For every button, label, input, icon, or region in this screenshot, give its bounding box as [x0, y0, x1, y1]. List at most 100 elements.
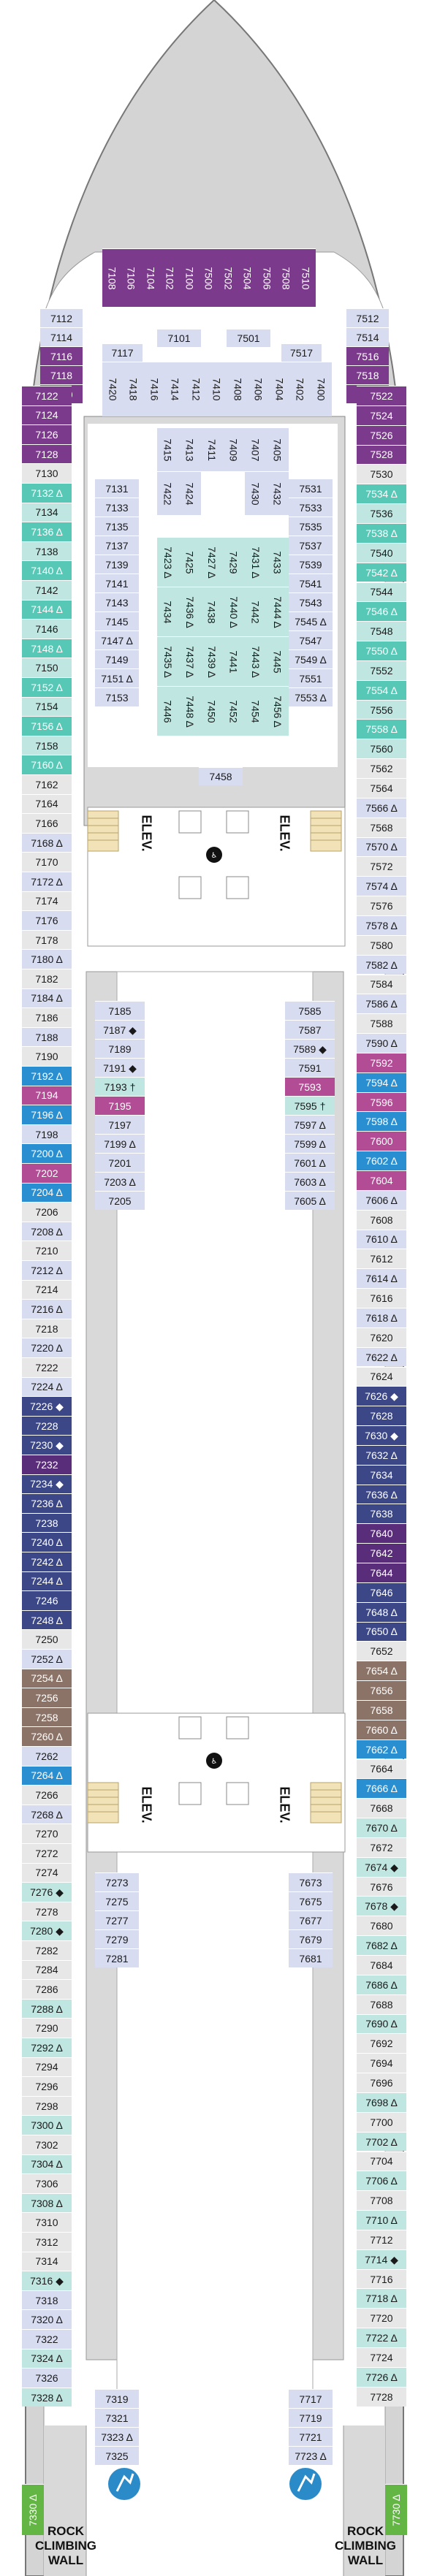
cabin[interactable]: 7248 Δ — [22, 1609, 72, 1630]
cabin[interactable]: 7434 — [157, 587, 179, 636]
cabin[interactable]: 7168 Δ — [22, 832, 72, 853]
cabin[interactable]: 7430 — [245, 471, 267, 515]
cabin[interactable]: 7322 — [22, 2329, 72, 2349]
cabin[interactable]: 7648 Δ — [357, 1601, 406, 1622]
cabin[interactable]: 7143 — [95, 592, 139, 611]
cabin[interactable]: 7281 — [95, 1948, 139, 1967]
cabin[interactable]: 7279 — [95, 1929, 139, 1948]
cabin[interactable]: 7236 Δ — [22, 1493, 72, 1513]
cabin[interactable]: 7433 — [267, 537, 289, 587]
cabin[interactable]: 7514 — [346, 327, 389, 346]
cabin[interactable]: 7644 — [357, 1563, 406, 1582]
cabin[interactable]: 7415 — [157, 427, 179, 471]
cabin[interactable]: 7684 — [357, 1955, 406, 1975]
cabin[interactable]: 7106 — [121, 248, 141, 307]
cabin[interactable]: 7410 — [206, 362, 227, 416]
cabin[interactable]: 7512 — [346, 308, 389, 327]
cabin[interactable]: 7502 — [219, 248, 238, 307]
cabin[interactable]: 7712 — [357, 2229, 406, 2249]
cabin[interactable]: 7304 Δ — [22, 2154, 72, 2174]
cabin[interactable]: 7124 — [22, 405, 72, 425]
cabin[interactable]: 7688 — [357, 1994, 406, 2014]
cabin[interactable]: 7458 — [199, 767, 243, 785]
cabin[interactable]: 7276 ◆ — [22, 1882, 72, 1902]
cabin[interactable]: 7666 Δ — [357, 1778, 406, 1799]
cabin[interactable]: 7578 Δ — [357, 915, 406, 935]
cabin[interactable]: 7216 Δ — [22, 1299, 72, 1319]
cabin[interactable]: 7145 — [95, 611, 139, 630]
cabin[interactable]: 7596 — [357, 1091, 406, 1112]
cabin[interactable]: 7199 Δ — [95, 1134, 145, 1153]
cabin[interactable]: 7720 — [357, 2308, 406, 2328]
cabin[interactable]: 7535 — [289, 517, 333, 536]
cabin[interactable]: 7682 Δ — [357, 1935, 406, 1955]
cabin[interactable]: 7551 — [289, 668, 333, 687]
cabin[interactable]: 7591 — [285, 1058, 335, 1077]
cabin[interactable]: 7439 Δ — [201, 636, 223, 686]
cabin[interactable]: 7662 Δ — [357, 1739, 406, 1759]
cabin[interactable]: 7254 Δ — [22, 1668, 72, 1688]
cabin[interactable]: 7174 — [22, 891, 72, 911]
cabin[interactable]: 7258 — [22, 1707, 72, 1727]
cabin[interactable]: 7722 Δ — [357, 2328, 406, 2347]
cabin[interactable]: 7612 — [357, 1249, 406, 1269]
cabin[interactable]: 7450 — [201, 686, 223, 736]
cabin[interactable]: 7284 — [22, 1959, 72, 1980]
cabin[interactable]: 7670 Δ — [357, 1818, 406, 1837]
cabin[interactable]: 7228 — [22, 1415, 72, 1436]
cabin[interactable]: 7272 — [22, 1843, 72, 1863]
cabin[interactable]: 7672 — [357, 1837, 406, 1857]
cabin[interactable]: 7504 — [238, 248, 257, 307]
cabin[interactable]: 7190 — [22, 1046, 72, 1066]
cabin[interactable]: 7246 — [22, 1590, 72, 1610]
cabin[interactable]: 7431 Δ — [245, 537, 267, 587]
cabin[interactable]: 7425 — [179, 537, 201, 587]
cabin[interactable]: 7622 Δ — [357, 1346, 406, 1367]
cabin[interactable]: 7634 — [357, 1464, 406, 1485]
cabin[interactable]: 7614 Δ — [357, 1268, 406, 1289]
cabin[interactable]: 7325 — [95, 2446, 139, 2465]
cabin[interactable]: 7141 — [95, 573, 139, 592]
cabin[interactable]: 7539 — [289, 555, 333, 573]
cabin[interactable]: 7203 Δ — [95, 1172, 145, 1191]
cabin[interactable]: 7108 — [102, 248, 122, 307]
cabin[interactable]: 7553 Δ — [289, 687, 333, 706]
cabin[interactable]: 7603 Δ — [285, 1172, 335, 1191]
cabin[interactable]: 7188 — [22, 1026, 72, 1047]
cabin[interactable]: 7292 Δ — [22, 2038, 72, 2057]
cabin[interactable]: 7195 — [95, 1096, 145, 1115]
cabin[interactable]: 7530 — [357, 464, 406, 484]
cabin[interactable]: 7424 — [179, 471, 201, 515]
cabin[interactable]: 7454 — [245, 686, 267, 736]
cabin[interactable]: 7150 — [22, 658, 72, 677]
cabin[interactable]: 7601 Δ — [285, 1153, 335, 1172]
cabin[interactable]: 7518 — [346, 365, 389, 384]
cabin[interactable]: 7598 Δ — [357, 1111, 406, 1132]
cabin[interactable]: 7554 Δ — [357, 679, 406, 700]
cabin[interactable]: 7218 — [22, 1318, 72, 1338]
cabin[interactable]: 7678 ◆ — [357, 1896, 406, 1916]
cabin[interactable]: 7132 Δ — [22, 483, 72, 503]
cabin[interactable]: 7404 — [269, 362, 290, 416]
cabin[interactable]: 7147 Δ — [95, 630, 139, 649]
cabin[interactable]: 7196 Δ — [22, 1105, 72, 1124]
cabin[interactable]: 7668 — [357, 1798, 406, 1818]
cabin[interactable]: 7610 Δ — [357, 1229, 406, 1249]
cabin[interactable]: 7268 Δ — [22, 1804, 72, 1824]
cabin[interactable]: 7416 — [144, 362, 165, 416]
cabin[interactable]: 7730 Δ — [385, 2484, 407, 2535]
cabin[interactable]: 7456 Δ — [267, 686, 289, 736]
cabin[interactable]: 7531 — [289, 479, 333, 498]
cabin[interactable]: 7275 — [95, 1891, 139, 1910]
cabin[interactable]: 7408 — [227, 362, 248, 416]
cabin[interactable]: 7585 — [285, 1001, 335, 1020]
cabin[interactable]: 7675 — [289, 1891, 333, 1910]
cabin[interactable]: 7131 — [95, 479, 139, 498]
cabin[interactable]: 7288 Δ — [22, 1998, 72, 2019]
cabin[interactable]: 7266 — [22, 1785, 72, 1805]
cabin[interactable]: 7102 — [160, 248, 180, 307]
cabin[interactable]: 7238 — [22, 1512, 72, 1533]
cabin[interactable]: 7205 — [95, 1191, 145, 1210]
cabin[interactable]: 7541 — [289, 573, 333, 592]
cabin[interactable]: 7658 — [357, 1699, 406, 1720]
